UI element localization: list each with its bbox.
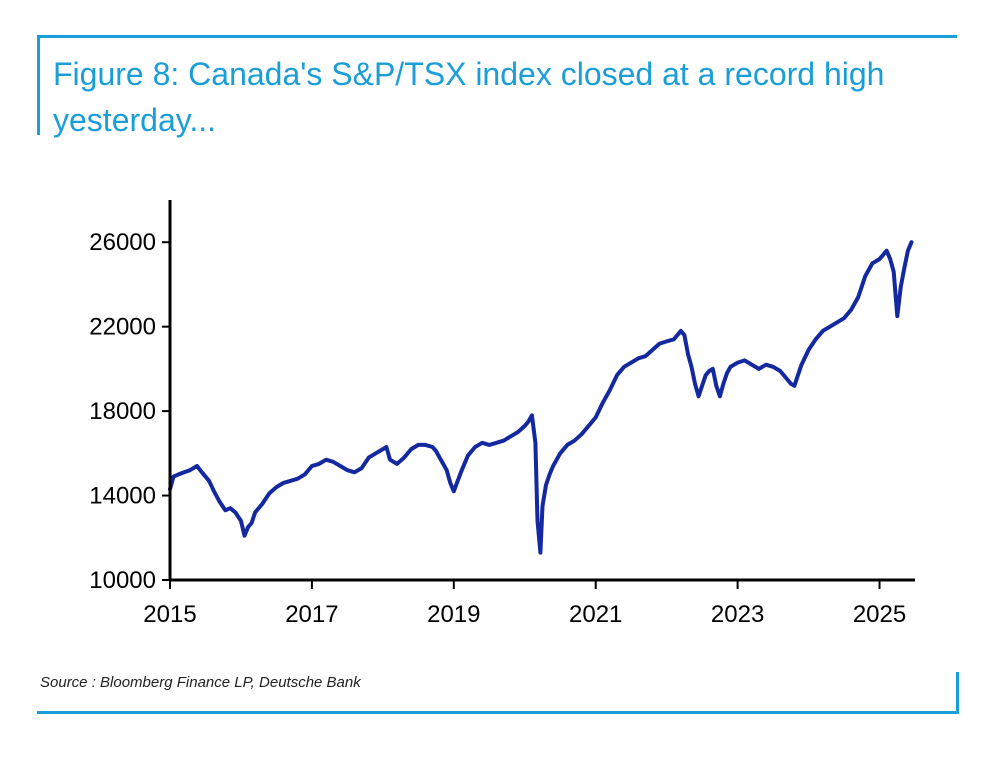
title-left-rule [37, 35, 40, 135]
title-top-rule [37, 35, 957, 38]
x-tick-label: 2019 [427, 601, 480, 628]
y-tick-label: 10000 [89, 567, 156, 594]
series-layer [168, 240, 914, 555]
source-note: Source : Bloomberg Finance LP, Deutsche … [40, 674, 361, 691]
y-tick-label: 26000 [89, 229, 156, 256]
footer-right-rule [956, 672, 959, 714]
x-axis-ticks: 2015 2017 2019 2021 2023 2025 [143, 580, 906, 628]
footer-bottom-rule [37, 711, 959, 714]
y-tick-label: 14000 [89, 483, 156, 510]
x-tick-label: 2017 [285, 601, 338, 628]
series-line [168, 240, 914, 555]
x-tick-label: 2015 [143, 601, 196, 628]
figure-title: Figure 8: Canada's S&P/TSX index closed … [53, 56, 885, 138]
title-frame: Figure 8: Canada's S&P/TSX index closed … [37, 35, 957, 138]
y-axis-ticks: 10000 14000 18000 22000 26000 [89, 229, 170, 594]
y-tick-label: 22000 [89, 314, 156, 341]
x-tick-label: 2021 [569, 601, 622, 628]
x-tick-label: 2025 [853, 601, 906, 628]
y-tick-label: 18000 [89, 398, 156, 425]
x-tick-label: 2023 [711, 601, 764, 628]
